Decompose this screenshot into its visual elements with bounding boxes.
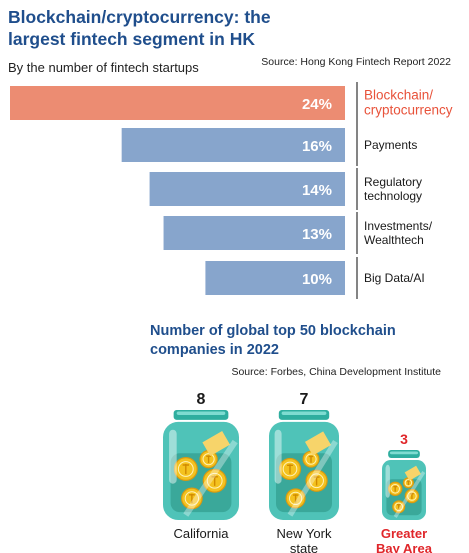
coin-symbol (397, 504, 401, 510)
jar-category-label: Greater Bay Area (376, 526, 433, 553)
jar-lid-highlight (176, 411, 226, 415)
jar-glare (287, 440, 338, 517)
jars-chart-source: Source: Forbes, China Development Instit… (231, 366, 441, 378)
coin-symbol (292, 494, 299, 503)
chart-title-line-1: Blockchain/cryptocurrency: the (8, 7, 271, 27)
bar-value-label: 24% (302, 96, 332, 113)
bar-value-label: 16% (302, 138, 332, 155)
jar-lid-highlight (281, 411, 327, 415)
coin-ring (305, 453, 317, 465)
bar-row: 10% Big Data/AI (205, 257, 425, 299)
coin-ring (394, 502, 404, 512)
coin-symbol (313, 476, 320, 486)
jar-glare (183, 439, 238, 517)
bar-row: 24% Blockchain/cryptocurrency (10, 82, 453, 124)
coin-symbol (211, 475, 218, 486)
coin-ring (309, 473, 324, 489)
jar-lid-highlight (389, 451, 419, 455)
bar-row: 16% Payments (121, 124, 417, 166)
bar (10, 86, 345, 120)
jar-value-label: 8 (197, 391, 206, 408)
jar-glare (393, 471, 426, 518)
coin-ring (206, 472, 223, 489)
bar (121, 128, 346, 162)
chart-source: Source: Hong Kong Fintech Report 2022 (261, 56, 451, 68)
coin-symbol (182, 463, 189, 475)
blockchain-companies-jar-chart: 8 California 7 New York state 3 Greater Bay Are… (163, 391, 433, 553)
bar (149, 172, 345, 206)
jar-shine (169, 429, 177, 484)
category-label: Blockchain/cryptocurrency (364, 88, 453, 118)
coin-ring (202, 453, 215, 466)
category-label: Regulatory technology (364, 175, 422, 203)
jar-shine (274, 429, 282, 484)
coin-symbol (189, 493, 195, 504)
coin-ring (404, 479, 413, 487)
bar (205, 261, 345, 295)
gold-bar-icon (304, 431, 332, 456)
coin-symbol (206, 455, 211, 464)
category-label: Big Data/AI (364, 271, 425, 285)
category-label: Investments/Wealthtech (364, 219, 433, 247)
coin-symbol (407, 480, 410, 486)
jar-item: 7 New York state (269, 391, 339, 553)
coin-symbol (393, 485, 398, 492)
coin-ring (288, 491, 303, 506)
jars-chart-title-line-2: companies in 2022 (150, 342, 279, 358)
jars-chart-title: Number of global top 50 blockchain compa… (150, 322, 396, 360)
bar-row: 14% Regulatory technology (149, 168, 422, 210)
chart-title-line-2: largest fintech segment in HK (8, 29, 255, 49)
coin-ring (184, 491, 200, 506)
chart-title: Blockchain/cryptocurrency: the largest f… (8, 6, 271, 50)
coin-ring (390, 484, 400, 494)
coin-symbol (287, 464, 293, 474)
gold-bar-icon (404, 465, 421, 481)
jar-item: 3 Greater Bay Area (376, 431, 433, 553)
category-label: Payments (364, 138, 417, 152)
coin-ring (282, 461, 298, 477)
bar-value-label: 10% (302, 271, 332, 288)
gold-bar-icon (202, 430, 230, 456)
coin-symbol (308, 455, 314, 463)
coin-ring (177, 461, 194, 477)
chart-subtitle: By the number of fintech startups (8, 60, 199, 75)
coin-symbol (410, 492, 414, 499)
jar-shine (385, 464, 390, 498)
jar-item: 8 California (163, 391, 239, 541)
coin-ring (407, 491, 417, 501)
bar (163, 216, 345, 250)
bar-value-label: 13% (302, 226, 332, 243)
bar-row: 13% Investments/Wealthtech (163, 212, 433, 254)
jar-category-label: New York state (277, 526, 332, 553)
bar-value-label: 14% (302, 182, 332, 199)
jar-value-label: 3 (400, 431, 408, 447)
jars-chart-title-line-1: Number of global top 50 blockchain (150, 323, 396, 339)
jar-value-label: 7 (300, 391, 309, 408)
jar-category-label: California (174, 526, 230, 541)
